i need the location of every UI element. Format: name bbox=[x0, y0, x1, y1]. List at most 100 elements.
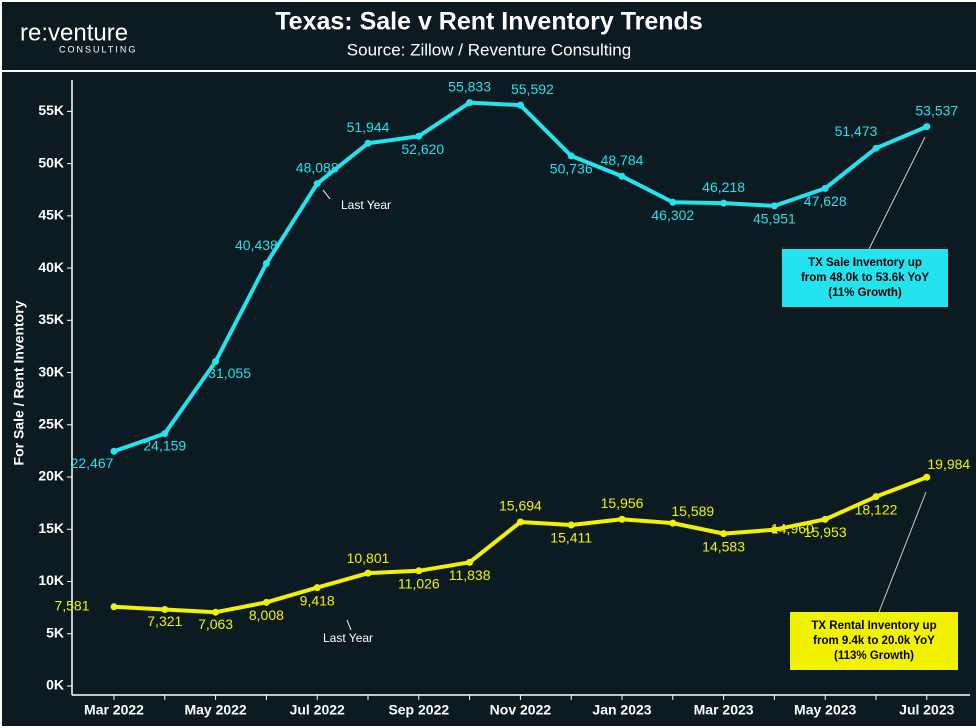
point bbox=[313, 584, 321, 592]
logo: re:venture bbox=[20, 19, 128, 46]
y-tick-label: 50K bbox=[38, 154, 64, 170]
data-label: 55,833 bbox=[448, 78, 491, 94]
point bbox=[872, 144, 880, 152]
callout-arrow bbox=[868, 136, 926, 250]
x-tick-label: May 2022 bbox=[184, 702, 246, 718]
callout-text: TX Sale Inventory up bbox=[808, 257, 922, 269]
data-label: 19,984 bbox=[927, 456, 970, 472]
point bbox=[262, 259, 270, 267]
point bbox=[466, 99, 474, 107]
point bbox=[212, 358, 220, 366]
data-label: 31,055 bbox=[208, 365, 251, 381]
data-label: 11,026 bbox=[398, 576, 440, 592]
data-label: 15,694 bbox=[499, 498, 542, 514]
point bbox=[262, 598, 270, 606]
data-label: 52,620 bbox=[401, 141, 444, 157]
point bbox=[466, 558, 474, 566]
data-label: 51,944 bbox=[347, 119, 390, 135]
y-tick-label: 25K bbox=[38, 415, 64, 431]
callout-text: (11% Growth) bbox=[828, 287, 902, 299]
x-tick-label: Sep 2022 bbox=[388, 702, 449, 718]
data-label: 24,159 bbox=[143, 437, 186, 453]
data-label: 22,467 bbox=[71, 455, 114, 471]
data-label: 46,218 bbox=[702, 179, 745, 195]
data-label: 10,801 bbox=[347, 550, 390, 566]
data-label: 15,589 bbox=[671, 503, 714, 519]
data-label: 7,581 bbox=[54, 597, 89, 613]
point bbox=[516, 518, 524, 526]
data-label: 15,956 bbox=[601, 495, 644, 511]
point bbox=[618, 172, 626, 180]
point bbox=[212, 608, 220, 616]
y-tick-label: 15K bbox=[38, 520, 64, 536]
y-tick-label: 0K bbox=[46, 677, 64, 693]
data-label: 53,537 bbox=[915, 102, 958, 118]
point bbox=[567, 521, 575, 529]
data-label: 46,302 bbox=[651, 207, 694, 223]
callout-box bbox=[790, 612, 958, 670]
point bbox=[720, 199, 728, 207]
y-tick-label: 20K bbox=[38, 468, 64, 484]
annotation-pointer bbox=[346, 619, 352, 631]
point bbox=[872, 493, 880, 501]
annotation: Last Year bbox=[341, 198, 391, 212]
x-tick-label: Jan 2023 bbox=[592, 702, 651, 718]
point bbox=[770, 526, 778, 534]
data-label: 50,736 bbox=[550, 161, 593, 177]
y-tick-label: 10K bbox=[38, 572, 64, 588]
data-label: 8,008 bbox=[249, 607, 284, 623]
data-label: 7,063 bbox=[198, 616, 233, 632]
data-label: 15,953 bbox=[804, 524, 847, 540]
y-tick-label: 55K bbox=[38, 102, 64, 118]
callout-text: (113% Growth) bbox=[834, 650, 914, 662]
y-tick-label: 30K bbox=[38, 363, 64, 379]
callout-arrow bbox=[878, 491, 927, 613]
point bbox=[821, 184, 829, 192]
point bbox=[161, 606, 169, 614]
data-label: 14,583 bbox=[702, 538, 745, 554]
point bbox=[770, 202, 778, 210]
annotation: Last Year bbox=[323, 631, 373, 645]
callout-text: from 9.4k to 20.0k YoY bbox=[813, 635, 935, 647]
y-tick-label: 45K bbox=[38, 207, 64, 223]
point bbox=[923, 473, 931, 481]
data-label: 15,411 bbox=[550, 530, 592, 546]
data-label: 7,321 bbox=[147, 613, 182, 629]
point bbox=[364, 139, 372, 147]
point bbox=[669, 198, 677, 206]
point bbox=[110, 447, 118, 455]
point bbox=[516, 101, 524, 109]
data-label: 55,592 bbox=[511, 81, 554, 97]
y-axis-label: For Sale / Rent Inventory bbox=[11, 300, 27, 465]
point bbox=[821, 515, 829, 523]
callout-text: TX Rental Inventory up bbox=[811, 620, 936, 632]
x-tick-label: May 2023 bbox=[794, 702, 856, 718]
point bbox=[415, 567, 423, 575]
y-tick-label: 40K bbox=[38, 259, 64, 275]
y-tick-label: 35K bbox=[38, 311, 64, 327]
chart-title: Texas: Sale v Rent Inventory Trends bbox=[275, 8, 702, 36]
data-label: 51,473 bbox=[835, 123, 878, 139]
data-label: 14,960 bbox=[771, 520, 814, 536]
data-label: 48,088 bbox=[296, 159, 339, 175]
x-tick-label: Nov 2022 bbox=[490, 702, 552, 718]
point bbox=[313, 180, 321, 188]
annotation-pointer bbox=[322, 189, 331, 200]
point bbox=[618, 515, 626, 523]
x-tick-label: Mar 2023 bbox=[694, 702, 754, 718]
point bbox=[923, 123, 931, 131]
data-label: 45,951 bbox=[753, 211, 796, 227]
x-tick-label: Mar 2022 bbox=[84, 702, 144, 718]
data-label: 47,628 bbox=[804, 193, 847, 209]
x-tick-label: Jul 2022 bbox=[290, 702, 345, 718]
point bbox=[415, 132, 423, 140]
data-label: 18,122 bbox=[855, 501, 898, 517]
point bbox=[720, 530, 728, 538]
point bbox=[364, 569, 372, 577]
callout-text: from 48.0k to 53.6k YoY bbox=[801, 272, 929, 284]
x-tick-label: Jul 2023 bbox=[899, 702, 954, 718]
chart-subtitle: Source: Zillow / Reventure Consulting bbox=[347, 40, 631, 59]
data-label: 11,838 bbox=[449, 567, 491, 583]
